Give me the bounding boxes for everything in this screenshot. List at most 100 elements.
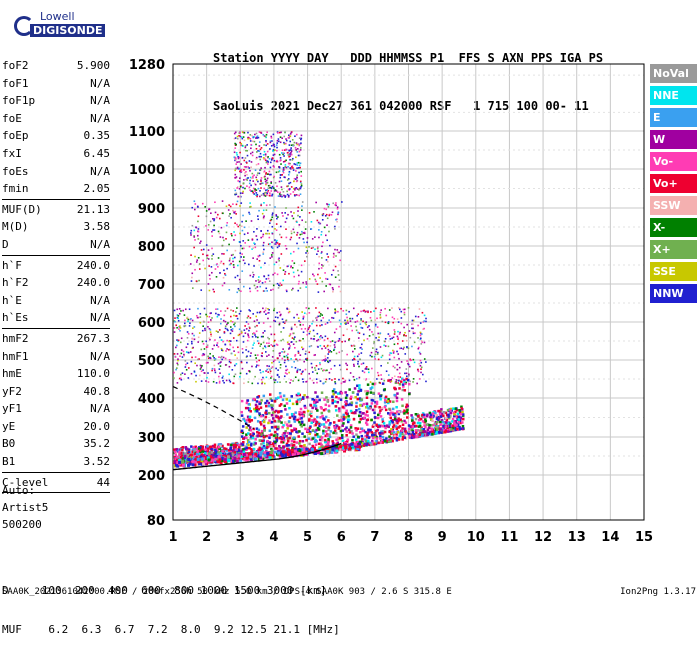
echo-point [324,227,326,229]
echo-point [320,338,322,340]
echo-point [197,206,199,208]
echo-point [239,152,241,154]
echo-point [319,277,321,279]
echo-point [337,208,339,210]
echo-point [394,343,396,345]
echo-point [277,396,280,399]
echo-point [328,410,331,413]
echo-point [279,192,281,194]
echo-point [279,193,281,195]
echo-point [370,311,372,313]
echo-point [216,276,218,278]
echo-point [255,336,257,338]
echo-point [399,425,402,428]
echo-point [398,358,400,360]
echo-point [320,335,322,337]
echo-point [293,440,296,443]
echo-point [248,381,250,383]
echo-point [239,142,241,144]
echo-point [214,365,216,367]
echo-point [307,237,309,239]
echo-point [302,318,304,320]
echo-point [313,382,315,384]
echo-point [412,320,414,322]
echo-point [267,371,269,373]
echo-point [312,247,314,249]
echo-point [283,327,285,329]
echo-point [295,178,297,180]
echo-point [214,201,216,203]
echo-point [396,400,399,403]
echo-point [241,253,243,255]
echo-point [272,442,275,445]
echo-point [214,339,216,341]
echo-point [296,400,299,403]
echo-point [298,351,300,353]
echo-point [285,366,287,368]
echo-point [178,320,180,322]
echo-point [286,432,289,435]
echo-point [262,377,264,379]
echo-point [308,418,311,421]
echo-point [235,158,237,160]
echo-point [325,370,327,372]
echo-point [377,326,379,328]
echo-point [268,342,270,344]
echo-point [462,413,465,416]
echo-point [297,151,299,153]
echo-point [261,379,263,381]
echo-point [239,328,241,330]
echo-point [255,316,257,318]
echo-point [263,249,265,251]
echo-point [385,396,388,399]
echo-point [256,330,258,332]
echo-point [404,428,407,431]
echo-point [420,335,422,337]
echo-point [350,410,353,413]
echo-point [409,381,411,383]
echo-point [325,396,328,399]
echo-point [349,318,351,320]
echo-point [332,287,334,289]
echo-point [325,209,327,211]
echo-point [270,371,272,373]
echo-point [236,363,238,365]
echo-point [243,256,245,258]
echo-point [223,320,225,322]
x-tick-label: 10 [467,530,485,545]
echo-point [327,357,329,359]
echo-point [285,207,287,209]
echo-point [264,151,266,153]
echo-point [409,366,411,368]
echo-point [269,372,271,374]
echo-point [279,160,281,162]
echo-point [297,207,299,209]
echo-point [198,228,200,230]
echo-point [242,192,244,194]
echo-point [358,415,361,418]
echo-point [304,328,306,330]
echo-point [255,366,257,368]
echo-point [279,267,281,269]
echo-point [225,328,227,330]
echo-point [438,417,441,420]
echo-point [225,448,228,451]
echo-point [359,431,362,434]
echo-point [357,398,360,401]
echo-point [255,184,257,186]
echo-point [233,264,235,266]
echo-point [321,231,323,233]
echo-point [340,291,342,293]
echo-point [242,230,244,232]
echo-point [256,148,258,150]
echo-point [279,234,281,236]
echo-point [311,419,314,422]
echo-point [248,337,250,339]
echo-point [206,257,208,259]
echo-point [327,256,329,258]
echo-point [341,416,344,419]
echo-point [250,317,252,319]
echo-point [191,373,193,375]
echo-point [335,276,337,278]
echo-point [294,416,297,419]
